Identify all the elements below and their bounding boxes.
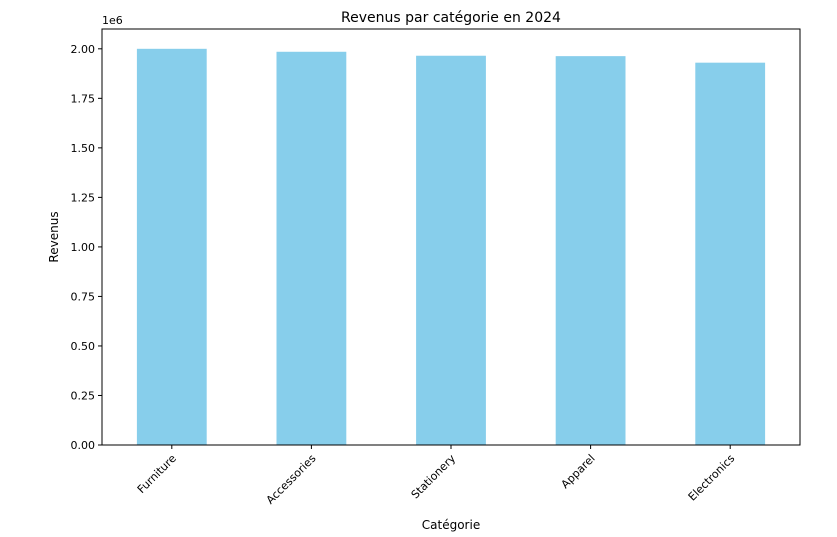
- x-axis-ticks: Furniture Accessories Stationery Apparel Ele…: [135, 445, 738, 507]
- y-tick-label: 0.50: [71, 340, 96, 353]
- y-tick-label: 1.25: [71, 191, 96, 204]
- y-tick-label: 0.75: [71, 290, 96, 303]
- x-tick-label: Furniture: [135, 452, 179, 496]
- x-tick-label: Apparel: [559, 452, 598, 491]
- bar-apparel: [555, 56, 626, 446]
- x-tick-label: Stationery: [409, 452, 459, 502]
- bar-furniture: [136, 48, 207, 446]
- y-axis-offset-label: 1e6: [102, 14, 123, 27]
- bars-group: [136, 48, 766, 446]
- y-tick-label: 1.00: [71, 241, 96, 254]
- y-tick-label: 0.25: [71, 389, 96, 402]
- chart-title: Revenus par catégorie en 2024: [341, 10, 561, 26]
- x-tick-label: Accessories: [264, 452, 319, 507]
- y-tick-label: 2.00: [71, 43, 96, 56]
- y-axis-ticks: 0.00 0.25 0.50 0.75 1.00 1.25 1.50 1.75 2.00: [71, 43, 102, 452]
- y-tick-label: 1.75: [71, 92, 96, 105]
- plot-area-frame: [101, 28, 801, 446]
- bar-stationery: [416, 55, 486, 445]
- y-axis-label: Revenus: [47, 211, 61, 262]
- x-axis-label: Catégorie: [422, 518, 480, 532]
- y-tick-label: 0.00: [71, 439, 96, 452]
- x-tick-label: Electronics: [686, 452, 738, 504]
- bar-accessories: [276, 51, 347, 446]
- bar-electronics: [695, 62, 766, 446]
- y-tick-label: 1.50: [71, 142, 96, 155]
